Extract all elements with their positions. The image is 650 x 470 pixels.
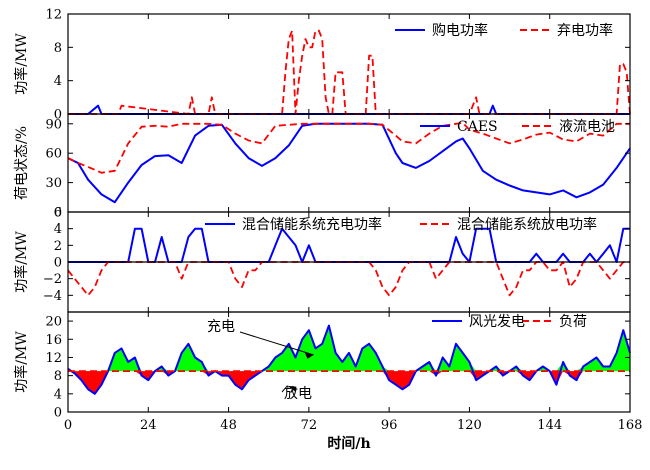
x-tick-label: 0	[64, 418, 72, 433]
annotation-discharge-label: 放电	[284, 386, 312, 402]
y-tick-label: 30	[45, 176, 62, 191]
y-tick-label: 60	[45, 147, 62, 162]
y-tick-label: 12	[45, 351, 62, 366]
annotation-discharge-arrowhead	[287, 385, 297, 392]
legend-label: CAES	[457, 119, 498, 135]
legend-label: 液流电池	[559, 119, 615, 135]
x-tick-label: 120	[457, 418, 482, 433]
y-tick-label: 8	[54, 369, 62, 384]
series-line-1-2	[68, 29, 631, 115]
y-tick-label: 90	[45, 117, 62, 132]
y-tick-label: 0	[54, 406, 62, 421]
legend-label: 混合储能系统充电功率	[242, 216, 382, 233]
annotation-charge-arrow	[239, 331, 314, 356]
y-tick-label: 16	[45, 333, 62, 348]
x-tick-label: 168	[618, 418, 643, 433]
x-tick-label: 96	[381, 418, 398, 433]
discharge-fill-area	[68, 371, 630, 394]
plot-frame	[67, 311, 631, 413]
series-line-3-1	[68, 227, 630, 263]
panel-4	[67, 311, 631, 413]
y-axis-label: 荷电状态/%	[14, 126, 30, 200]
y-tick-label: −2	[43, 272, 62, 287]
legend-label: 弃电功率	[557, 22, 613, 39]
y-tick-label: 2	[54, 239, 62, 254]
x-tick-label: 24	[140, 418, 157, 433]
y-tick-label: −4	[43, 289, 62, 304]
y-axis-label: 功率/MW	[13, 33, 30, 95]
panel-1	[67, 13, 631, 115]
y-tick-label: 6	[54, 206, 62, 221]
plot-frame	[67, 113, 631, 213]
legend-label: 混合储能系统放电功率	[457, 216, 597, 233]
panel-2	[67, 113, 631, 213]
y-tick-label: 4	[54, 222, 62, 237]
legend-label: 购电功率	[432, 22, 488, 39]
legend-label: 负荷	[559, 314, 587, 330]
y-tick-label: 4	[54, 74, 62, 89]
x-tick-label: 72	[301, 418, 318, 433]
y-tick-label: 0	[54, 206, 62, 221]
series-line-2-2	[67, 121, 630, 174]
y-tick-label: 12	[45, 8, 62, 23]
y-tick-label: 8	[54, 41, 62, 56]
y-tick-label: 0	[54, 256, 62, 271]
y-axis-label: 功率/MW	[13, 231, 30, 293]
y-tick-label: 20	[45, 315, 62, 330]
annotation-charge-label: 充电	[207, 319, 235, 335]
x-tick-label: 144	[537, 418, 562, 433]
annotation-charge-arrowhead	[304, 351, 314, 359]
y-axis-label: 功率/MW	[13, 331, 30, 393]
annotation-discharge-arrow	[281, 385, 288, 393]
x-axis-label: 时间/h	[327, 435, 370, 452]
y-tick-label: 4	[54, 387, 62, 402]
y-tick-label: 0	[54, 108, 62, 123]
x-tick-label: 48	[220, 418, 237, 433]
series-line-2-1	[67, 122, 631, 204]
legend-label: 风光发电	[469, 314, 525, 330]
series-line-3-2	[67, 261, 630, 297]
charge-fill-area	[68, 325, 630, 372]
